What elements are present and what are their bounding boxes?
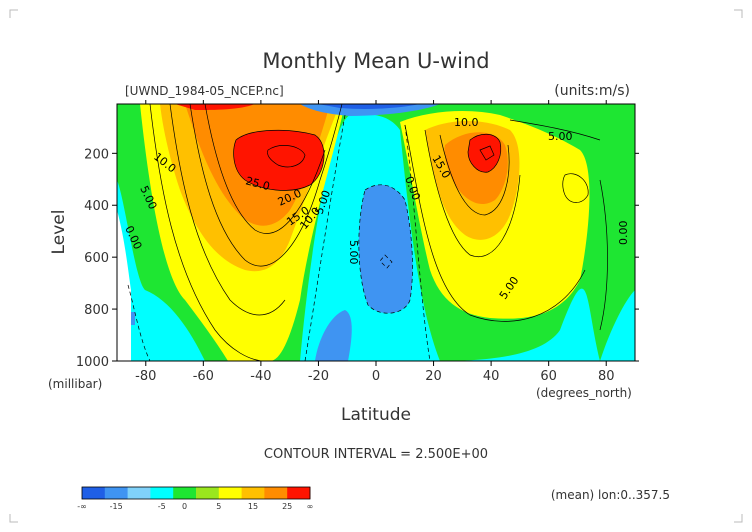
page-corner-marks <box>9 9 743 523</box>
colorbar-swatch <box>127 487 151 499</box>
y-axis: 200 400 600 800 1000 <box>76 147 639 370</box>
colorbar-swatch <box>264 487 288 499</box>
y-tick-label: 1000 <box>76 355 109 370</box>
x-tick-label: 20 <box>425 369 442 384</box>
x-tick-label: -40 <box>250 369 271 384</box>
band-red-north <box>468 134 501 173</box>
x-axis-unit-label: (degrees_north) <box>536 386 632 400</box>
x-tick-label: -80 <box>135 369 156 384</box>
x-tick-label: -20 <box>308 369 329 384</box>
contour-label: 0.00 <box>617 221 630 246</box>
colorbar-tick-label: ∞ <box>307 502 314 511</box>
x-tick-label: 60 <box>540 369 557 384</box>
x-tick-label: -60 <box>193 369 214 384</box>
colorbar-tick-label: 5 <box>216 502 221 511</box>
chart-title: Monthly Mean U-wind <box>262 49 489 73</box>
footer-mean-lon: (mean) lon:0..357.5 <box>551 488 670 502</box>
colorbar-swatch <box>196 487 220 499</box>
y-tick-label: 400 <box>84 199 109 214</box>
contour-label: 10.0 <box>454 116 479 129</box>
units-label: (units:m/s) <box>554 83 630 99</box>
y-axis-label: Level <box>49 210 69 255</box>
y-axis-unit-label: (millibar) <box>48 377 102 391</box>
x-axis: -80 -60 -40 -20 0 20 40 60 80 <box>135 100 614 384</box>
colorbar-swatch <box>287 487 311 499</box>
colorbar-swatch <box>82 487 106 499</box>
y-tick-label: 200 <box>84 147 109 162</box>
band-blue-tropics-mid <box>358 184 413 314</box>
colorbar-swatch <box>241 487 265 499</box>
colorbar: -∞ -15 -5 0 5 15 25 ∞ <box>77 486 314 511</box>
contour-interval-text: CONTOUR INTERVAL = 2.500E+00 <box>264 447 488 462</box>
colorbar-swatch <box>150 487 174 499</box>
band-darkblue-top <box>318 104 420 109</box>
band-cyan-north-strip <box>600 290 635 361</box>
colorbar-tick-label: 25 <box>282 502 292 511</box>
contour-label: 25.0 <box>244 174 271 193</box>
y-tick-label: 800 <box>84 303 109 318</box>
plot-area: 10.0 25.0 20.0 15.0 10.0 5.00 5.00 0.00 … <box>117 104 635 361</box>
contour-lines <box>149 104 608 361</box>
colorbar-tick-label: 15 <box>248 502 258 511</box>
band-blue-tropics-low <box>315 310 352 361</box>
x-tick-label: 80 <box>598 369 615 384</box>
x-axis-label: Latitude <box>341 405 411 425</box>
colorbar-tick-label: -∞ <box>77 502 87 511</box>
contour-label: 5.00 <box>548 130 573 143</box>
colorbar-swatch <box>104 487 128 499</box>
band-red-south-top <box>175 104 255 110</box>
missing-data-region <box>117 210 131 361</box>
dataset-label: [UWND_1984-05_NCEP.nc] <box>125 84 284 98</box>
colorbar-tick-label: 0 <box>182 502 187 511</box>
band-blue-south-pole <box>131 312 135 325</box>
band-red-south <box>233 130 325 191</box>
colorbar-swatch <box>173 487 197 499</box>
colorbar-swatch <box>218 487 242 499</box>
contour-label: 5.00 <box>347 240 360 265</box>
colorbar-frame <box>81 486 311 500</box>
y-tick-label: 600 <box>84 251 109 266</box>
colorbar-tick-label: -5 <box>158 502 166 511</box>
colorbar-tick-label: -15 <box>110 502 123 511</box>
x-tick-label: 40 <box>483 369 500 384</box>
contour-lines-dashed <box>127 114 431 361</box>
x-tick-label: 0 <box>372 369 380 384</box>
